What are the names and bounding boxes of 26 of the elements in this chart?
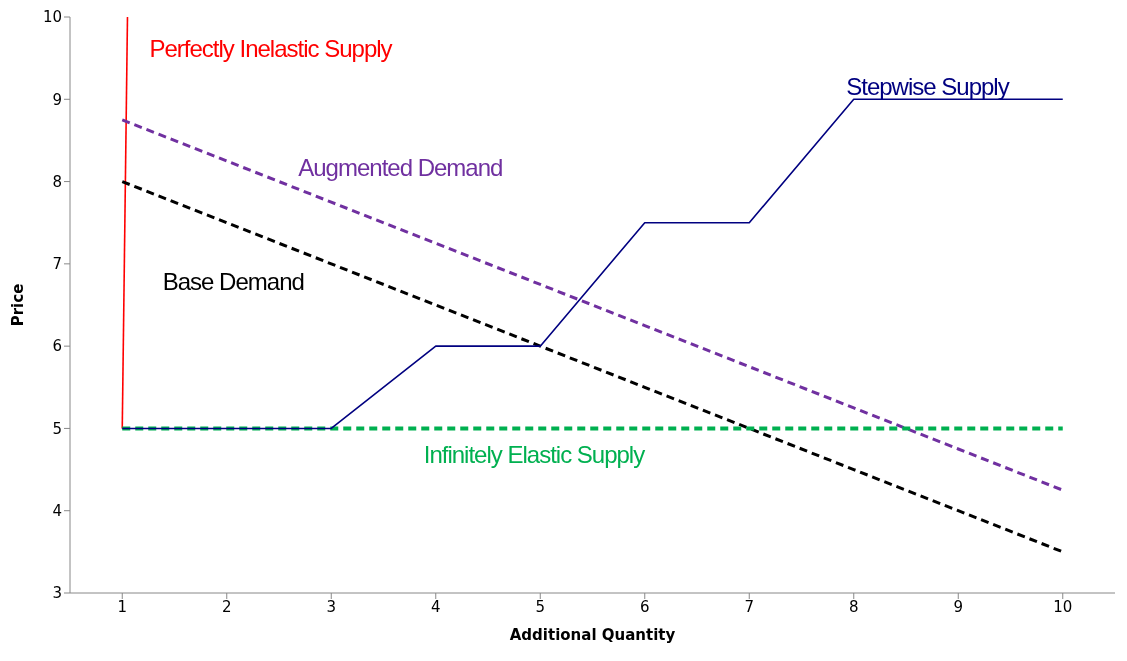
y-tick-label: 5 [52, 419, 62, 438]
y-tick-label: 8 [52, 172, 62, 191]
x-tick-label: 8 [848, 597, 859, 616]
x-tick-label: 3 [326, 597, 337, 616]
series-label: Base Demand [162, 267, 304, 295]
x-tick-label: 6 [639, 597, 650, 616]
y-axis-title: Price [9, 283, 28, 327]
x-tick-label: 5 [535, 597, 546, 616]
y-tick-label: 9 [52, 90, 62, 109]
x-tick-label: 4 [430, 597, 441, 616]
y-tick-label: 3 [52, 584, 62, 603]
x-tick-label: 9 [953, 597, 964, 616]
x-tick-label: 7 [744, 597, 755, 616]
x-tick-label: 10 [1053, 597, 1073, 616]
x-axis-title: Additional Quantity [509, 626, 676, 644]
y-tick-label: 4 [52, 502, 62, 521]
series-label: Perfectly Inelastic Supply [149, 35, 393, 62]
series-label: Stepwise Supply [846, 73, 1010, 101]
y-tick-label: 10 [42, 8, 62, 27]
y-tick-label: 6 [52, 337, 62, 356]
series-label: Infinitely Elastic Supply [423, 441, 646, 469]
x-tick-label: 1 [117, 597, 128, 616]
line-series [121, 98, 1064, 430]
y-tick-label: 7 [52, 255, 62, 274]
series-label: Augmented Demand [298, 154, 503, 182]
x-tick-label: 2 [221, 597, 232, 616]
